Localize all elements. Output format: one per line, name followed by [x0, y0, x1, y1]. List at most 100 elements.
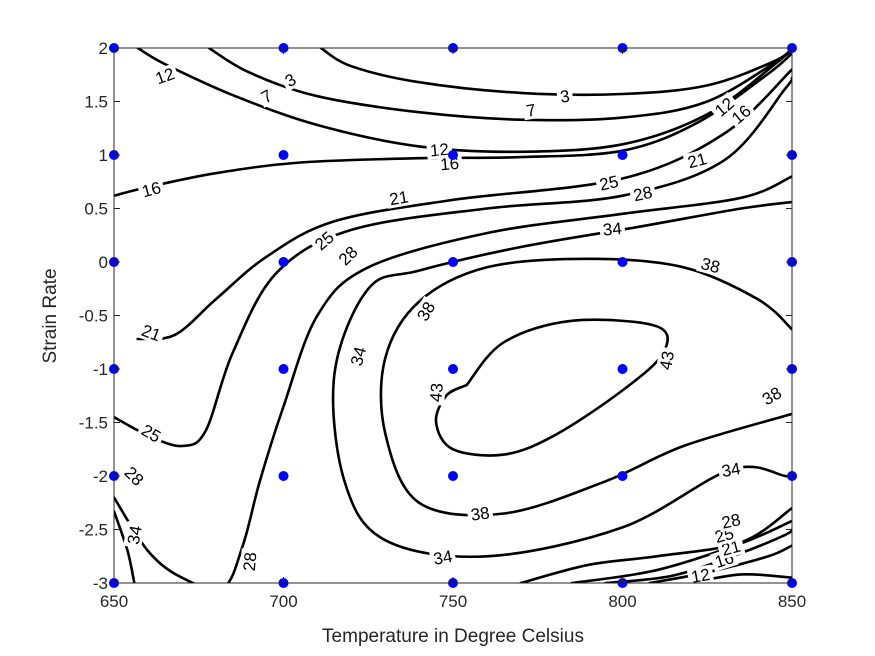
contour-label-background — [411, 295, 440, 327]
contour-label-background — [716, 509, 746, 533]
contour-label-background — [308, 225, 340, 256]
contour-label-group: 7 — [521, 99, 541, 121]
contour-label: 34 — [602, 219, 623, 240]
contour-line-12 — [136, 48, 792, 154]
y-tick-label: 1 — [99, 146, 108, 165]
contour-label-background — [255, 84, 278, 108]
contour-label-background — [628, 182, 657, 205]
contour-label-group: 34 — [599, 218, 626, 240]
contour-label-background — [682, 148, 712, 173]
contour-label-background — [428, 546, 457, 569]
y-tick-label: 1.5 — [84, 93, 108, 112]
x-tick-label: 800 — [608, 592, 636, 611]
contour-label: 21 — [686, 149, 709, 172]
contour-label-background — [239, 548, 260, 575]
contour-label: 7 — [525, 100, 538, 120]
contour-label-background — [655, 346, 678, 375]
x-tick-label: 700 — [269, 592, 297, 611]
contour-label-background — [136, 177, 166, 202]
x-axis-label: Temperature in Degree Celsius — [322, 626, 584, 647]
contour-label-group: 34 — [123, 521, 146, 549]
contour-label: 43 — [656, 350, 678, 372]
contour-label: 34 — [720, 459, 742, 481]
y-tick-label: -2.5 — [79, 521, 108, 540]
contour-label: 25 — [598, 172, 620, 195]
contour-label-background — [599, 218, 626, 239]
contour-label-group: 28 — [239, 548, 260, 575]
contour-label-background — [346, 341, 371, 371]
contour-label-background — [426, 379, 447, 406]
contour-label-group: 43 — [426, 379, 447, 406]
contour-label-background — [384, 186, 413, 209]
contour-label-group: 34 — [717, 458, 745, 481]
y-tick-label: -3 — [93, 574, 108, 593]
contour-labels: 3377121212121616161621212121252525252828… — [119, 63, 788, 587]
contour-label-group: 43 — [655, 346, 678, 375]
contour-line-43 — [434, 318, 669, 457]
contour-line-28 — [519, 506, 792, 583]
y-tick-label: 0 — [99, 253, 108, 272]
y-axis-label: Strain Rate — [40, 268, 61, 363]
contour-line-21 — [136, 68, 792, 341]
contour-label-group: 28 — [716, 509, 746, 533]
contour-line-16 — [648, 544, 792, 583]
contour-label: 12 — [690, 565, 712, 587]
contour-label: 43 — [426, 382, 447, 403]
x-tick-label: 650 — [100, 592, 128, 611]
contour-label-group: 16 — [136, 177, 166, 202]
contour-label-background — [149, 63, 180, 89]
contour-line-38 — [379, 257, 792, 517]
contour-label: 28 — [720, 510, 742, 533]
contour-lines — [114, 48, 792, 583]
contour-label-group: 28 — [628, 182, 657, 206]
contour-label-background — [708, 91, 740, 122]
contour-label-group: 7 — [255, 84, 278, 108]
contour-label: 38 — [469, 503, 490, 524]
y-tick-label: 0.5 — [84, 200, 108, 219]
y-tick-label: -1 — [93, 360, 108, 379]
contour-label-background — [725, 99, 757, 130]
data-point — [617, 150, 628, 160]
y-tick-label: 2 — [99, 39, 108, 58]
contour-label-background — [332, 240, 364, 271]
data-point — [448, 364, 458, 374]
contour-label-background — [136, 319, 167, 346]
contour-label-group: 3 — [555, 86, 574, 107]
contour-label-group: 21 — [384, 186, 413, 209]
contour-label-background — [717, 458, 745, 481]
x-tick-label: 850 — [778, 592, 806, 611]
contour-label-background — [594, 171, 623, 195]
data-point — [617, 364, 628, 374]
contour-label-group: 12 — [686, 564, 715, 587]
contour-line-34 — [114, 510, 136, 583]
data-point — [278, 364, 289, 374]
contour-label: 34 — [432, 547, 454, 569]
contour-label-background — [119, 460, 150, 492]
contour-label-group: 34 — [428, 546, 457, 569]
contour-label-group: 38 — [696, 253, 726, 277]
x-tick-label: 750 — [439, 592, 467, 611]
contour-label: 16 — [140, 178, 163, 201]
data-point — [617, 471, 628, 481]
axis-ticks: 650 700 750 800 850 -3 -2.5 -2 -1.5 -1 -0.5 0 0.5 1 1.… — [79, 39, 806, 611]
contour-line-7 — [207, 48, 792, 122]
contour-line-25 — [570, 519, 792, 583]
contour-label: 38 — [699, 254, 722, 277]
contour-label: 28 — [632, 183, 654, 206]
contour-label-background — [466, 502, 494, 525]
data-point — [448, 150, 458, 160]
contour-label: 21 — [388, 187, 410, 209]
contour-line-28 — [114, 175, 792, 583]
data-point — [448, 471, 458, 481]
contour-label-group: 38 — [466, 502, 494, 525]
y-tick-label: -2 — [93, 467, 108, 486]
data-point — [278, 257, 289, 267]
contour-label-background — [426, 139, 453, 160]
contour-line-25 — [114, 76, 792, 448]
y-tick-label: -1.5 — [79, 414, 108, 433]
contour-label: 34 — [124, 524, 146, 546]
contour-label: 34 — [347, 345, 370, 368]
contour-label-background — [521, 99, 541, 121]
contour-label-background — [555, 86, 574, 107]
